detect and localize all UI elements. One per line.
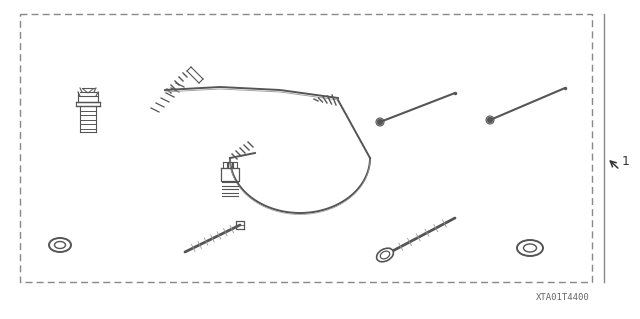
Bar bbox=[20, 14, 592, 282]
Circle shape bbox=[378, 120, 383, 124]
Text: XTA01T4400: XTA01T4400 bbox=[536, 293, 590, 301]
Circle shape bbox=[488, 117, 493, 122]
Text: 1: 1 bbox=[622, 155, 630, 168]
Ellipse shape bbox=[376, 248, 394, 262]
